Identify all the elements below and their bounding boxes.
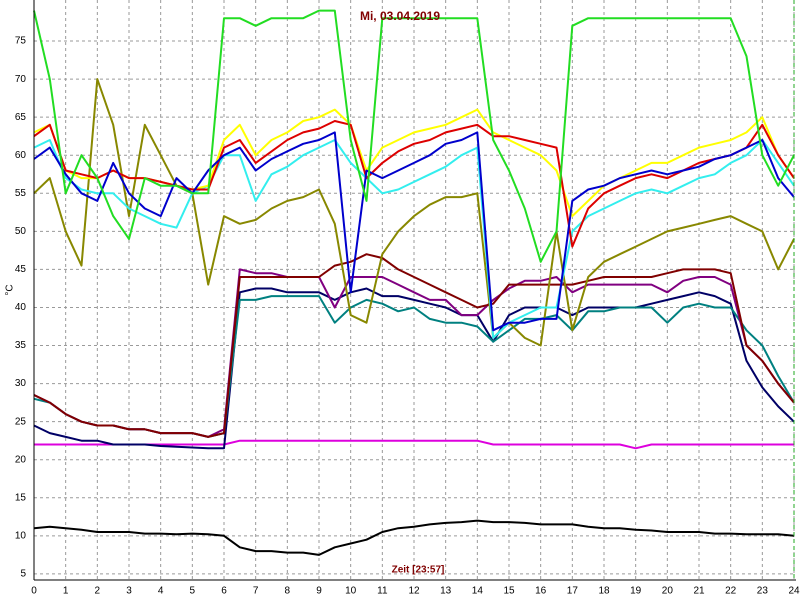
x-tick-label: 15 [503,586,515,597]
x-tick-label: 22 [725,586,737,597]
x-tick-label: 5 [190,586,196,597]
series-line [33,139,795,339]
x-tick-label: 0 [31,586,37,597]
x-tick-label: 1 [63,586,69,597]
x-tick-label: 21 [693,586,705,597]
series-line [33,519,795,556]
y-tick-label: 30 [15,378,27,389]
y-tick-label: 25 [15,416,27,427]
y-tick-label: 45 [15,264,27,275]
lines [33,9,795,556]
y-tick-label: 40 [15,302,27,313]
y-tick-label: 10 [15,530,27,541]
y-axis-label: °C [5,284,16,295]
x-tick-label: 10 [345,586,357,597]
x-tick-label: 6 [221,586,227,597]
y-tick-label: 15 [15,492,27,503]
chart-title: Mi, 03.04.2019 [360,9,440,23]
x-tick-label: 7 [253,586,259,597]
series-line [33,131,795,332]
series-line [33,287,795,450]
series-line [33,78,795,347]
x-tick-label: 14 [472,586,484,597]
x-tick-label: 8 [285,586,291,597]
y-tick-label: 60 [15,150,27,161]
series-line [33,120,795,248]
y-tick-label: 50 [15,226,27,237]
y-tick-label: 70 [15,74,27,85]
x-tick-label: 9 [316,586,322,597]
x-tick-label: 16 [535,586,547,597]
x-tick-label: 13 [440,586,452,597]
x-tick-label: 18 [598,586,610,597]
series-line [33,253,795,438]
x-axis-label: Zeit [23:57] [392,565,445,576]
y-tick-label: 75 [15,36,27,47]
x-tick-label: 20 [662,586,674,597]
x-tick-label: 17 [567,586,579,597]
y-tick-label: 55 [15,188,27,199]
y-tick-label: 65 [15,112,27,123]
x-tick-label: 24 [788,586,800,597]
series-line [34,439,794,450]
x-tick-label: 11 [377,586,388,597]
series-line [33,9,795,263]
x-tick-label: 23 [757,586,769,597]
x-tick-label: 4 [158,586,164,597]
x-tick-label: 19 [630,586,642,597]
y-tick-label: 35 [15,340,27,351]
y-tick-label: 20 [15,454,27,465]
x-tick-label: 3 [126,586,132,597]
y-tick-label: 5 [20,569,26,580]
x-tick-label: 12 [408,586,420,597]
x-tick-label: 2 [95,586,101,597]
